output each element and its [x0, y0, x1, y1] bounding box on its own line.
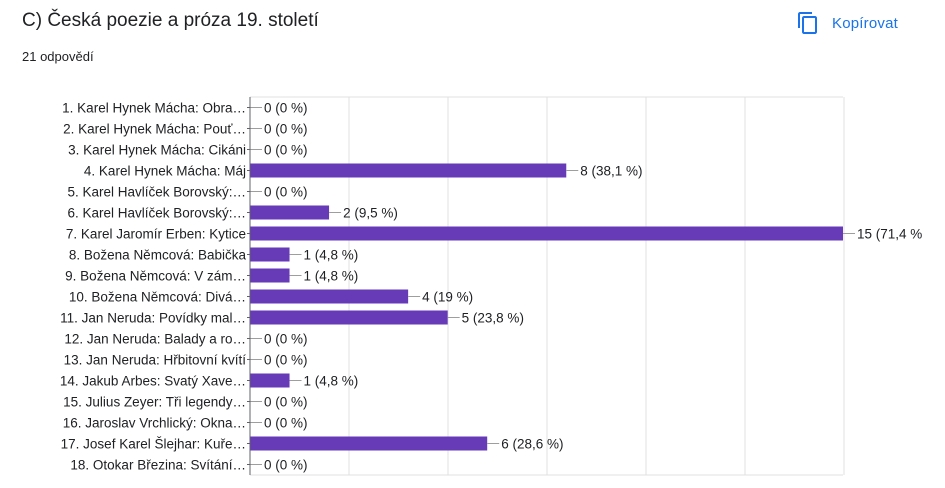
bar [250, 310, 448, 325]
data-label: 0 (0 %) [264, 122, 308, 137]
category-label: 4. Karel Hynek Mácha: Máj [84, 164, 246, 179]
copy-button-label: Kopírovat [832, 14, 899, 32]
data-label: 1 (4,8 %) [304, 248, 359, 263]
data-label: 0 (0 %) [264, 101, 308, 116]
data-label: 0 (0 %) [264, 185, 308, 200]
category-label: 17. Josef Karel Šlejhar: Kuře… [61, 437, 246, 452]
bar [250, 436, 488, 451]
category-label: 2. Karel Hynek Mácha: Pouť… [63, 122, 246, 137]
copy-icon [798, 12, 817, 34]
data-label: 8 (38,1 %) [580, 164, 642, 179]
data-label: 0 (0 %) [264, 332, 308, 347]
chart-title: C) Česká poezie a próza 19. století [22, 10, 319, 31]
data-label: 0 (0 %) [264, 353, 308, 368]
data-label: 6 (28,6 %) [501, 437, 563, 452]
category-label: 18. Otokar Březina: Svítání… [70, 458, 246, 473]
data-label: 0 (0 %) [264, 458, 308, 473]
data-label: 15 (71,4 % [857, 227, 922, 242]
bar [250, 205, 330, 220]
category-label: 15. Julius Zeyer: Tři legendy… [63, 395, 246, 410]
category-label: 8. Božena Němcová: Babička [69, 248, 247, 263]
category-label: 5. Karel Havlíček Borovský:… [67, 185, 246, 200]
bar [250, 289, 409, 304]
category-label: 11. Jan Neruda: Povídky mal… [60, 311, 246, 326]
bar [250, 268, 290, 283]
category-label: 1. Karel Hynek Mácha: Obra… [62, 101, 246, 116]
data-label: 1 (4,8 %) [304, 269, 359, 284]
bar [250, 226, 843, 241]
data-label: 1 (4,8 %) [304, 374, 359, 389]
data-label: 5 (23,8 %) [462, 311, 524, 326]
data-label: 2 (9,5 %) [343, 206, 398, 221]
data-label: 0 (0 %) [264, 416, 308, 431]
bar [250, 247, 290, 262]
category-label: 12. Jan Neruda: Balady a ro… [64, 332, 246, 347]
category-label: 16. Jaroslav Vrchlický: Okna… [63, 416, 246, 431]
category-label: 10. Božena Němcová: Divá… [69, 290, 246, 305]
copy-button[interactable]: Kopírovat [796, 9, 898, 37]
category-label: 9. Božena Němcová: V zám… [65, 269, 246, 284]
data-label: 0 (0 %) [264, 143, 308, 158]
category-label: 7. Karel Jaromír Erben: Kytice [66, 227, 246, 242]
category-label: 14. Jakub Arbes: Svatý Xave… [60, 374, 246, 389]
response-count: 21 odpovědí [22, 49, 94, 64]
data-label: 4 (19 %) [422, 290, 473, 305]
category-label: 6. Karel Havlíček Borovský:… [67, 206, 246, 221]
category-label: 3. Karel Hynek Mácha: Cikáni [68, 143, 246, 158]
data-label: 0 (0 %) [264, 395, 308, 410]
category-label: 13. Jan Neruda: Hřbitovní kvítí [64, 353, 247, 368]
bar [250, 373, 290, 388]
bar [250, 163, 567, 178]
